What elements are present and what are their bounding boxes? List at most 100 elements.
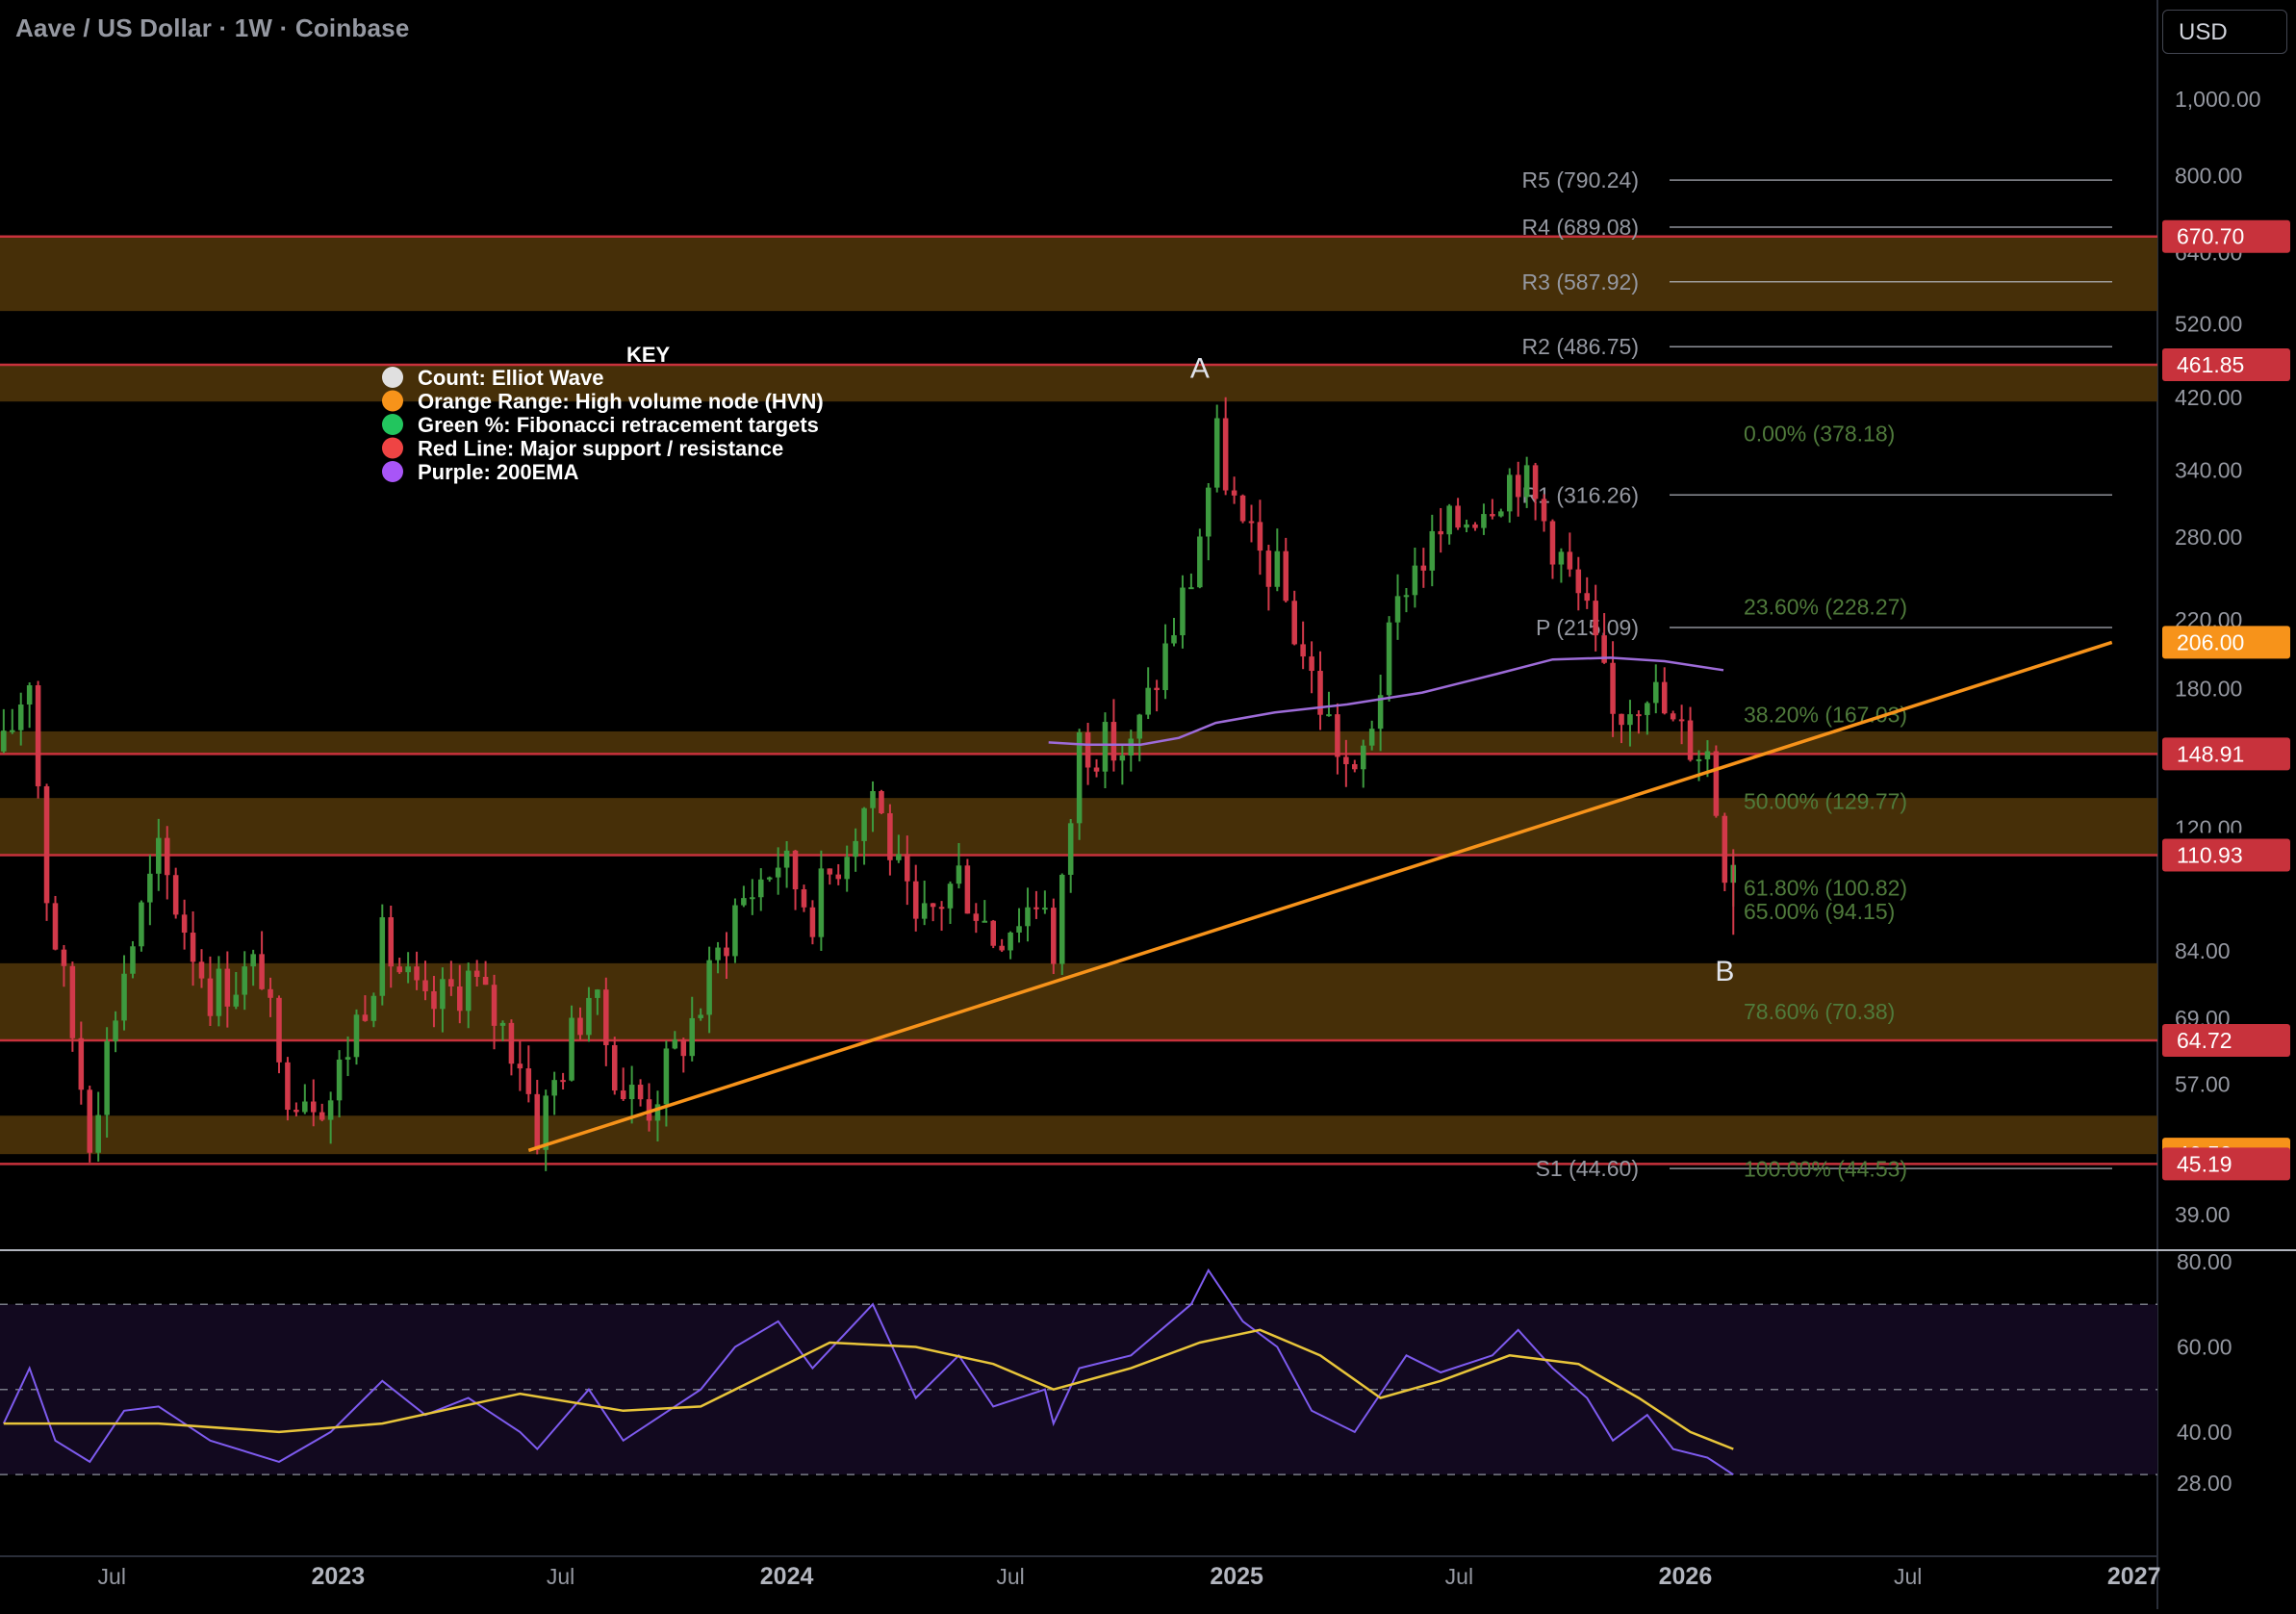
rsi-tick-label: 60.00: [2177, 1334, 2232, 1359]
candle-body: [809, 907, 816, 937]
time-tick-label: Jul: [98, 1564, 126, 1589]
candle-body: [698, 1014, 703, 1018]
candle-body: [603, 989, 609, 1045]
candle-body: [672, 1039, 678, 1049]
candle-body: [233, 994, 240, 1007]
time-tick-label: 2027: [2107, 1563, 2161, 1590]
candle-body: [172, 875, 179, 915]
candle-body: [113, 1020, 118, 1041]
candle-body: [285, 1062, 291, 1111]
rsi-tick-label: 40.00: [2177, 1420, 2232, 1445]
pivot-label: P (215.09): [1536, 615, 1639, 640]
rsi-tick-label: 80.00: [2177, 1249, 2232, 1274]
fib-label: 61.80% (100.82): [1744, 876, 1907, 901]
candle-body: [827, 868, 833, 875]
candle-body: [1283, 551, 1289, 602]
candle-body: [1257, 522, 1263, 551]
candle-body: [879, 791, 884, 814]
candle-body: [999, 945, 1005, 951]
time-tick-label: 2026: [1659, 1563, 1713, 1590]
candle-body: [1300, 644, 1306, 657]
candle-body: [956, 865, 962, 884]
candle-body: [1025, 907, 1031, 927]
candle-body: [1670, 713, 1676, 720]
candle-body: [853, 840, 858, 858]
candle-body: [1661, 681, 1668, 714]
legend-item-label: Count: Elliot Wave: [418, 366, 604, 390]
candle-body: [181, 914, 188, 934]
candle-body: [1438, 530, 1443, 535]
legend-dot: [382, 390, 403, 412]
price-tick-label: 800.00: [2175, 164, 2242, 189]
candle-body: [302, 1101, 308, 1113]
candle-body: [250, 954, 256, 967]
candle-body: [577, 1017, 583, 1036]
candle-body: [680, 1039, 687, 1057]
price-tick-label: 420.00: [2175, 385, 2242, 410]
price-tick-label: 340.00: [2175, 457, 2242, 482]
legend-title: KEY: [626, 343, 671, 367]
candle-body: [715, 947, 721, 961]
candle-body: [757, 879, 764, 898]
fib-label: 100.00% (44.53): [1744, 1157, 1907, 1182]
price-tag-bg: [2162, 219, 2290, 253]
candle-body: [766, 877, 773, 880]
candle-body: [1636, 714, 1642, 717]
candle-body: [207, 978, 214, 1016]
price-tick-label: 180.00: [2175, 677, 2242, 702]
candle-body: [1102, 722, 1109, 772]
hvn-zone: [0, 236, 2157, 312]
candle-body: [775, 867, 781, 878]
candle-body: [1326, 714, 1332, 717]
candle-body: [1429, 530, 1436, 571]
legend-dot: [382, 437, 403, 459]
fib-label: 38.20% (167.03): [1744, 702, 1907, 727]
currency-button[interactable]: USD: [2162, 10, 2287, 54]
candle-body: [1584, 593, 1591, 602]
candle-body: [1343, 756, 1349, 765]
candle-body: [1317, 671, 1323, 715]
wave-label: B: [1715, 956, 1734, 987]
price-tag-bg: [2162, 1147, 2290, 1181]
time-tick-label: 2023: [311, 1563, 365, 1590]
candle-body: [1162, 643, 1168, 691]
candle-body: [990, 920, 996, 946]
candle-body: [147, 873, 153, 903]
price-tag-bg: [2162, 838, 2290, 872]
candle-body: [1265, 551, 1272, 587]
price-tick-label: 520.00: [2175, 312, 2242, 337]
pivot-label: R1 (316.26): [1522, 482, 1639, 507]
candle-body: [1076, 731, 1083, 824]
time-tick-label: 2024: [760, 1563, 814, 1590]
candle-body: [741, 898, 747, 906]
fib-label: 0.00% (378.18): [1744, 421, 1895, 446]
price-tag-label: 110.93: [2177, 843, 2243, 868]
candle-body: [1, 730, 7, 752]
candle-body: [1490, 514, 1495, 517]
candle-body: [327, 1100, 334, 1120]
candle-body: [276, 997, 282, 1063]
price-tick-label: 57.00: [2175, 1071, 2231, 1096]
candle-body: [104, 1040, 110, 1115]
trendline: [527, 640, 2113, 1153]
candle-body: [156, 837, 162, 874]
candle-body: [26, 685, 33, 705]
candle-body: [1420, 565, 1427, 571]
time-tick-label: 2025: [1210, 1563, 1263, 1590]
candle-body: [10, 730, 15, 732]
candle-body: [654, 1104, 661, 1121]
candle-body: [1248, 521, 1255, 524]
wave-label: A: [1190, 352, 1210, 384]
candle-body: [1171, 635, 1177, 644]
hvn-zone: [0, 364, 2157, 402]
candle-body: [396, 966, 402, 973]
candle-body: [414, 966, 420, 981]
candle-body: [130, 946, 136, 974]
candle-body: [938, 907, 945, 909]
candle-body: [1506, 474, 1513, 512]
candle-body: [1051, 908, 1057, 964]
candle-body: [1386, 622, 1392, 696]
fib-label: 50.00% (129.77): [1744, 789, 1907, 814]
candle-body: [569, 1017, 574, 1081]
